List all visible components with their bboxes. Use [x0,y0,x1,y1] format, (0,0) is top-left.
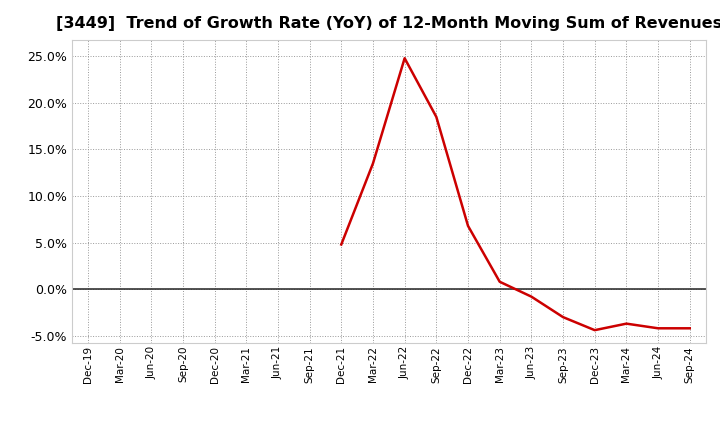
Title: [3449]  Trend of Growth Rate (YoY) of 12-Month Moving Sum of Revenues: [3449] Trend of Growth Rate (YoY) of 12-… [55,16,720,32]
